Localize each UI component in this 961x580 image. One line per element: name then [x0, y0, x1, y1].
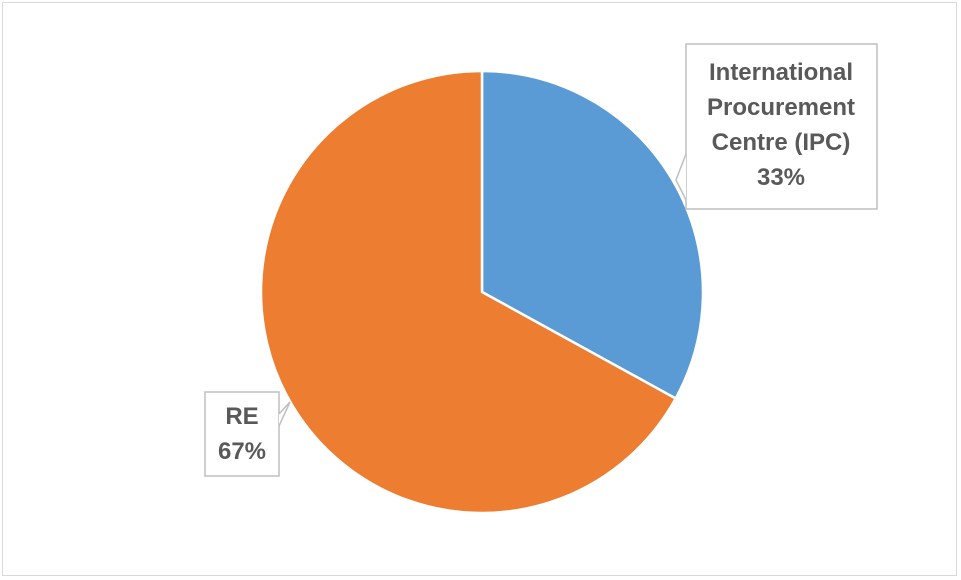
- data-label-pointer-ipc: [675, 153, 687, 201]
- pie-slice-ipc: [480, 69, 705, 400]
- data-label-re: RE 67%: [204, 391, 291, 477]
- data-label-ipc-line-0: International: [709, 59, 853, 86]
- data-label-re-line-0: RE: [225, 403, 258, 430]
- data-label-re-line-1: 67%: [218, 438, 266, 465]
- data-label-ipc-line-3: 33%: [757, 164, 805, 191]
- data-label-ipc-line-2: Centre (IPC): [712, 129, 851, 156]
- data-label-pointer-re: [278, 401, 291, 427]
- data-label-box-ipc: [685, 43, 878, 210]
- pie-slice-re: [259, 69, 677, 515]
- data-label-ipc: International Procurement Centre (IPC) 33%: [675, 43, 878, 210]
- data-label-ipc-line-1: Procurement: [707, 94, 855, 121]
- data-label-box-re: [204, 391, 280, 477]
